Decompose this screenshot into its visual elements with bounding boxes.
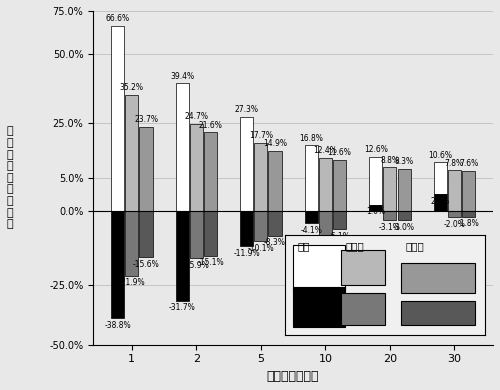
Bar [369,157,382,205]
Text: -2.0%: -2.0% [444,220,466,229]
Bar [111,25,124,211]
Bar [462,211,475,216]
Bar [190,211,203,258]
Text: 14.9%: 14.9% [263,139,287,148]
Bar [204,132,217,211]
Bar [190,124,203,211]
Bar [319,158,332,211]
Bar [434,194,446,211]
Bar [140,126,152,211]
Text: 7.6%: 7.6% [459,159,478,168]
Bar [240,117,253,211]
Bar [369,205,382,211]
Text: 1.0%: 1.0% [366,207,385,216]
Bar [319,211,332,236]
Text: 7.8%: 7.8% [445,158,464,167]
Text: 12.4%: 12.4% [314,146,338,155]
Bar [111,211,124,318]
Text: -31.7%: -31.7% [169,303,196,312]
Text: -21.9%: -21.9% [118,278,145,287]
Bar [126,95,138,211]
Text: 12.6%: 12.6% [364,145,388,154]
Bar [176,211,188,301]
Text: -15.9%: -15.9% [183,261,210,269]
Text: 8.8%: 8.8% [380,156,400,165]
Bar [333,160,346,211]
Text: 21.6%: 21.6% [198,121,222,129]
Bar [462,171,475,211]
Bar [204,211,217,255]
Bar [384,167,396,211]
Bar [254,143,268,211]
Bar [140,211,152,257]
Text: 27.3%: 27.3% [234,105,258,114]
Text: 66.6%: 66.6% [106,14,130,23]
Text: 17.7%: 17.7% [249,131,273,140]
Text: -11.9%: -11.9% [234,249,260,258]
Text: -15.6%: -15.6% [132,260,160,269]
Bar [398,169,410,211]
Bar [254,211,268,241]
Text: -8.4%: -8.4% [314,239,336,248]
Text: -8.3%: -8.3% [264,238,286,247]
Bar [434,163,446,194]
Bar [448,170,461,211]
Text: -6.1%: -6.1% [328,232,350,241]
Text: 8.3%: 8.3% [394,157,413,166]
Text: -1.8%: -1.8% [458,219,479,228]
Text: -4.1%: -4.1% [300,226,322,235]
Text: -3.1%: -3.1% [379,223,401,232]
Bar [176,83,188,211]
Text: -10.1%: -10.1% [248,244,274,253]
Bar [384,211,396,220]
Bar [304,211,318,223]
Y-axis label: 複
利
利
回
り
（
年
率
）: 複 利 利 回 り （ 年 率 ） [7,126,14,229]
Bar [268,151,281,211]
Text: 39.4%: 39.4% [170,72,194,81]
Bar [333,211,346,229]
Text: -3.0%: -3.0% [393,223,415,232]
Text: 11.6%: 11.6% [328,148,351,157]
Bar [398,211,410,220]
Bar [268,211,281,236]
X-axis label: 保有期間（年）: 保有期間（年） [267,370,320,383]
Text: 10.6%: 10.6% [428,151,452,160]
Text: -38.8%: -38.8% [104,321,131,330]
Text: 16.8%: 16.8% [299,134,323,143]
Text: -15.1%: -15.1% [197,258,224,267]
Text: 23.7%: 23.7% [134,115,158,124]
Bar [304,145,318,211]
Bar [448,211,461,217]
Text: 24.7%: 24.7% [184,112,208,121]
Text: 2.6%: 2.6% [430,197,450,206]
Bar [126,211,138,276]
Text: 35.2%: 35.2% [120,83,144,92]
Bar [240,211,253,246]
